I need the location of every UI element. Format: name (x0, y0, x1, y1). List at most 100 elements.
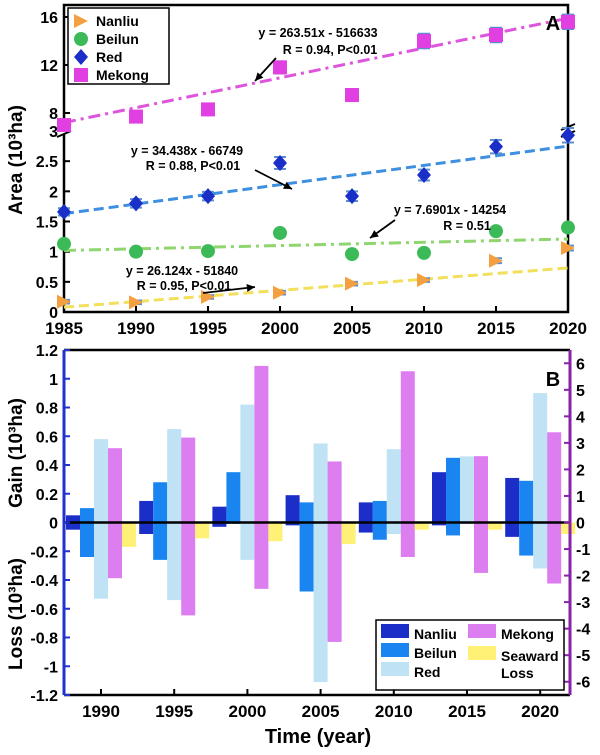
bar-gain-beilun (226, 472, 241, 523)
panel-a-x-tick-label: 1995 (189, 319, 227, 338)
legend-label-red: Red (414, 664, 440, 680)
panel-b-x-tick-label: 2020 (521, 702, 559, 721)
panel-b-left-tick-label: 0.8 (36, 401, 58, 418)
point-nanliu (417, 273, 431, 288)
bar-loss-nanliu (212, 522, 227, 527)
panel-b-right-tick-label: 5 (576, 383, 585, 400)
panel-b-x-tick-label: 1995 (155, 702, 193, 721)
point-nanliu (345, 276, 359, 291)
panel-b-right-tick-label: 2 (576, 462, 585, 479)
panel-a-x-tick-label: 2020 (549, 319, 587, 338)
bar-loss-red (167, 522, 182, 601)
bar-loss-nanliu (285, 522, 300, 526)
panel-b-left-tick-label: 0 (49, 516, 58, 533)
bar-loss-mekong (400, 522, 415, 557)
bar-loss-nanliu (139, 522, 154, 534)
point-beilun (417, 245, 431, 260)
legend-marker-beilun (74, 32, 88, 46)
bar-loss-mekong (108, 522, 122, 579)
panel-b-right-tick-label: 6 (576, 356, 585, 373)
bar-loss-beilun (80, 522, 94, 557)
bar-loss-seaward-loss (488, 522, 502, 530)
panel-a-data-points (57, 13, 575, 310)
panel-b-right-tick-label: 0 (576, 516, 585, 533)
annotation-arrowhead-nanliu (246, 284, 255, 292)
panel-b-right-tick-label: 3 (576, 436, 585, 453)
bar-loss-seaward-loss (341, 522, 356, 545)
point-mekong (417, 34, 431, 48)
bar-gain-mekong (400, 371, 415, 523)
panel-b-left-tick-label: 1 (49, 372, 58, 389)
panel-b-label: B (546, 369, 560, 391)
bar-loss-mekong (254, 522, 269, 589)
bar-loss-red (313, 522, 328, 683)
bar-gain-red (94, 439, 108, 523)
panel-b-right-tick-label: -2 (576, 569, 590, 586)
panel-b-x-tick-label: 2000 (228, 702, 266, 721)
panel-a-x-tick-label: 2000 (261, 319, 299, 338)
annotation-arrowhead-beilun (370, 230, 379, 238)
bar-loss-seaward-loss (561, 522, 576, 534)
panel-b-left-tick-label: 0.6 (36, 429, 58, 446)
point-red (57, 203, 71, 220)
panel-a-y-tick-label: 0.5 (36, 275, 58, 292)
panel-b: -1.2 -1 -0.8 -0.6 -0.4 -0.2 0 0.2 0.4 0.6 0.8 1 1.2 -… (6, 343, 590, 748)
point-mekong (273, 60, 287, 75)
fit-equation-beilun: y = 7.6901x - 14254 (394, 203, 506, 217)
bar-gain-red (240, 404, 255, 523)
fit-line-mekong (63, 16, 569, 125)
panel-b-left-tick-label: 0.4 (36, 458, 58, 475)
panel-a-y-tick-label: 3 (49, 124, 58, 141)
point-nanliu (489, 253, 503, 268)
bar-loss-seaward-loss (122, 522, 136, 547)
panel-b-axes: -1.2 -1 -0.8 -0.6 -0.4 -0.2 0 0.2 0.4 0.6 0.8 1 1.2 -… (30, 343, 590, 721)
fit-equation-mekong: y = 263.51x - 516633 (258, 26, 377, 40)
fit-equation-nanliu: y = 26.124x - 51840 (126, 264, 238, 278)
legend-swatch-beilun (381, 643, 409, 657)
bar-gain-nanliu (212, 506, 227, 523)
bar-gain-red (460, 456, 474, 523)
bar-loss-mekong (547, 522, 562, 584)
bar-loss-beilun (299, 522, 314, 592)
bar-loss-beilun (446, 522, 460, 536)
point-red (201, 188, 215, 205)
point-red (345, 188, 359, 205)
legend-label-mekong: Mekong (501, 626, 554, 642)
panel-a-y-tick-label: 2.5 (36, 154, 58, 171)
point-beilun (561, 220, 575, 235)
panel-b-right-tick-label: 1 (576, 489, 585, 506)
panel-a-y-tick-label: 0 (49, 305, 58, 322)
panel-b-left-tick-label: -0.8 (30, 631, 58, 648)
fit-stats-nanliu: R = 0.95, P<0.01 (137, 279, 232, 293)
point-mekong (489, 28, 503, 42)
fit-line-beilun (63, 237, 569, 252)
panel-b-left-tick-label: -1.2 (30, 688, 58, 705)
point-beilun (345, 247, 359, 262)
panel-b-right-tick-label: 4 (576, 409, 585, 426)
legend-label-red: Red (96, 49, 122, 65)
bar-gain-beilun (153, 482, 168, 523)
bar-gain-nanliu (139, 500, 154, 523)
panel-a-frame (62, 3, 570, 314)
fit-line-nanliu (63, 266, 569, 309)
point-nanliu (129, 295, 143, 310)
point-mekong (129, 109, 143, 124)
panel-b-right-tick-label: -1 (576, 542, 590, 559)
panel-a: 1985 1990 1995 2000 2005 2010 2015 20208121600.… (6, 3, 587, 338)
bar-gain-red (167, 429, 182, 523)
point-nanliu (561, 241, 575, 256)
panel-a-x-tick-label: 2005 (333, 319, 371, 338)
bar-gain-mekong (547, 432, 562, 523)
panel-a-y-tick-label: 16 (40, 10, 58, 27)
legend-marker-nanliu (74, 14, 88, 28)
bar-gain-beilun (446, 457, 460, 523)
panel-b-x-tick-label: 2010 (375, 702, 413, 721)
legend-label-beilun: Beilun (96, 31, 139, 47)
bar-gain-nanliu (432, 472, 446, 523)
panel-a-legend: Nanliu Beilun Red Mekong (67, 7, 170, 85)
panel-b-x-tick-label: 2005 (302, 702, 340, 721)
panel-a-fit-lines (63, 16, 569, 309)
bar-loss-mekong (181, 522, 196, 616)
bar-loss-red (533, 522, 548, 569)
